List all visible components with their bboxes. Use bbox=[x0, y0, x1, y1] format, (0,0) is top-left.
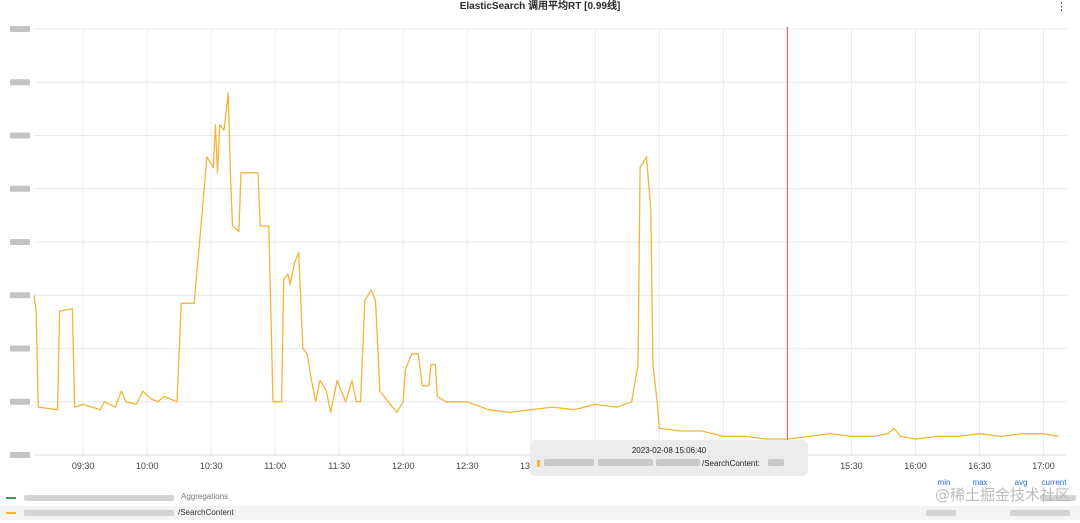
legend-swatch bbox=[6, 512, 16, 514]
tooltip-series-swatch bbox=[537, 460, 540, 467]
legend-redacted-text bbox=[24, 495, 174, 501]
x-tick-label: 12:00 bbox=[392, 461, 415, 471]
tooltip-series-label: /SearchContent: bbox=[702, 459, 760, 468]
y-tick-label-redacted bbox=[10, 292, 30, 299]
kebab-menu-icon[interactable]: ⋮ bbox=[1056, 1, 1067, 13]
legend-col-max[interactable]: max bbox=[972, 478, 988, 487]
x-tick-label: 15:30 bbox=[840, 461, 863, 471]
y-tick-label-redacted bbox=[10, 79, 30, 86]
watermark: @稀土掘金技术社区 bbox=[934, 486, 1070, 504]
panel-title: ElasticSearch 调用平均RT [0.99线] bbox=[459, 1, 621, 12]
tooltip-redacted-text bbox=[544, 459, 594, 466]
tooltip-redacted-text bbox=[598, 459, 653, 466]
legend-label: /SearchContent bbox=[178, 508, 234, 517]
x-tick-label: 10:30 bbox=[200, 461, 223, 471]
legend-swatch bbox=[6, 497, 16, 499]
x-tick-label: 12:30 bbox=[456, 461, 479, 471]
legend-redacted-value bbox=[1010, 510, 1070, 516]
tooltip-time: 2023-02-08 15:06:40 bbox=[631, 446, 707, 455]
y-tick-label-redacted bbox=[10, 239, 30, 245]
legend-col-min[interactable]: min bbox=[937, 478, 951, 487]
x-tick-label: 16:30 bbox=[968, 461, 991, 471]
y-tick-label-redacted bbox=[10, 398, 30, 405]
legend-redacted-value bbox=[926, 510, 956, 516]
legend-row-aggregations[interactable]: Aggregations bbox=[0, 491, 1080, 505]
y-tick-label-redacted bbox=[10, 185, 30, 192]
y-tick-label-redacted bbox=[10, 26, 30, 32]
x-tick-label: 11:00 bbox=[264, 461, 286, 471]
legend-redacted-value bbox=[1040, 495, 1076, 501]
legend-redacted-text bbox=[24, 510, 174, 516]
legend-col-current[interactable]: current bbox=[1041, 478, 1067, 487]
legend-label: Aggregations bbox=[181, 492, 229, 501]
x-tick-label: 09:30 bbox=[72, 461, 95, 471]
tooltip-redacted-value bbox=[768, 459, 784, 466]
hover-tooltip: 2023-02-08 15:06:40 /SearchContent: bbox=[530, 440, 808, 476]
x-tick-label: 17:00 bbox=[1032, 461, 1055, 471]
series-line-0 bbox=[33, 92, 1059, 440]
legend-row-searchcontent[interactable]: /SearchContent bbox=[0, 506, 1080, 520]
x-tick-label: 10:00 bbox=[136, 461, 159, 471]
legend-col-avg[interactable]: avg bbox=[1014, 478, 1028, 487]
y-tick-label-redacted bbox=[10, 132, 30, 139]
x-tick-label: 16:00 bbox=[904, 461, 927, 471]
tooltip-redacted-text bbox=[656, 459, 700, 466]
y-tick-label-redacted bbox=[10, 452, 30, 458]
x-tick-label: 11:30 bbox=[328, 461, 350, 471]
y-tick-label-redacted bbox=[10, 345, 30, 352]
